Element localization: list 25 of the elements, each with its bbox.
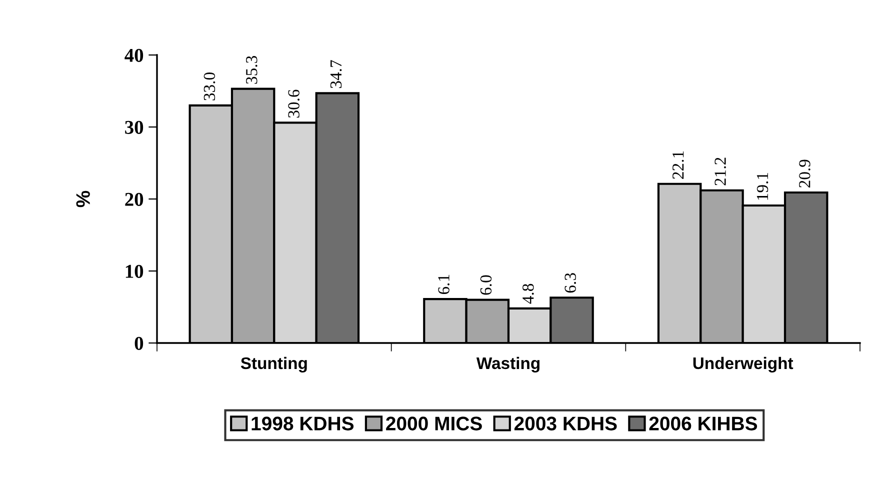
data-label: 4.8 [522,284,534,304]
data-label: 22.1 [672,151,684,179]
y-tick-label: 10 [126,264,144,278]
y-axis-title: % [76,190,90,208]
data-label: 6.0 [480,275,492,295]
data-label: 20.9 [799,160,810,188]
data-label: 21.2 [714,158,726,186]
data-label: 19.1 [756,172,768,200]
x-tick-label: Wasting [476,356,540,372]
x-tick-label: Underweight [693,356,794,372]
legend-label: 1998 KDHS [252,416,354,430]
legend-label: 2003 KDHS [514,416,617,430]
y-tick-label: 40 [124,48,144,62]
y-tick-label: 20 [125,192,144,206]
legend-label: 2000 MICS [386,416,482,430]
data-label: 35.3 [246,56,258,84]
data-label: 6.1 [438,274,450,294]
y-tick-label: 0 [134,336,144,350]
x-tick-label: Stunting [240,356,307,372]
data-label: 33.0 [204,72,216,100]
data-label: 6.3 [564,273,576,293]
y-tick-label: 30 [125,120,144,134]
data-label: 34.7 [330,60,342,88]
legend-label: 2006 KIHBS [649,416,758,430]
data-label: 30.6 [288,90,300,118]
